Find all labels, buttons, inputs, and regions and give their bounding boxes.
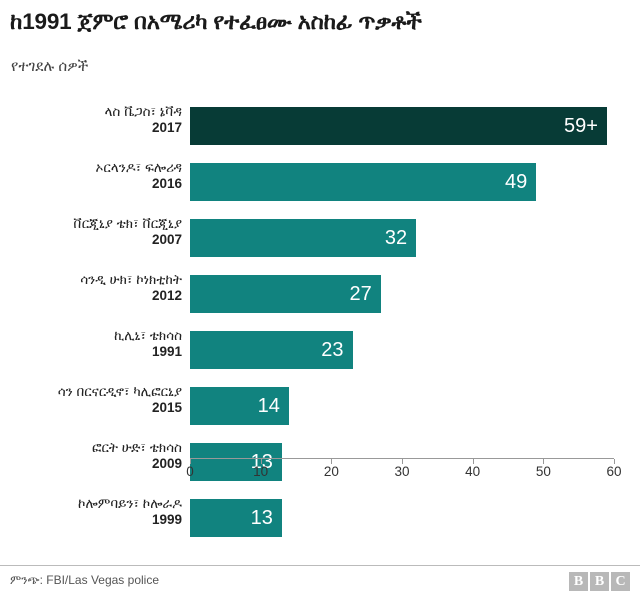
bar-row: ኮሎምባይን፣ ኮሎራዶ 1999 13 [78, 490, 614, 546]
bar-row: ሳንዲ ሁክ፣ ኮነክቲከት 2012 27 [80, 266, 614, 322]
x-axis-tick-label: 30 [394, 464, 410, 479]
category-year: 1999 [151, 512, 182, 528]
bar-row: ፎርት ሁድ፣ ቴክሳስ 2009 13 [92, 434, 614, 490]
category-name: ኦርላንዶ፣ ፍሎሪዳ [95, 160, 183, 175]
bar [190, 219, 417, 257]
bar-value-label: 32 [384, 227, 408, 249]
bar-row: ኦርላንዶ፣ ፍሎሪዳ 2016 49 [96, 154, 614, 210]
category-label: ኪሊኒ፣ ቴክሳስ 1991 [0, 328, 182, 361]
bar-value-label: 59+ [563, 115, 598, 137]
category-label: ሳን በርናርዲኖ፣ ካሊፎርኒያ 2015 [0, 384, 182, 417]
x-axis-tick [402, 459, 403, 464]
bar [190, 499, 282, 537]
x-axis-tick [614, 459, 615, 464]
bar-row: ቨርጂኒያ ቴክ፣ ቨርጂኒያ 2007 32 [73, 210, 614, 266]
category-year: 2017 [151, 120, 182, 136]
source-note: ምንጭ: FBI/Las Vegas police [10, 573, 159, 587]
category-label: ላስ ቬጋስ፣ ኔቫዳ 2017 [0, 104, 182, 137]
bbc-logo-letter: B [569, 572, 588, 591]
category-name: ኪሊኒ፣ ቴክሳስ [114, 328, 182, 343]
bar [190, 443, 282, 481]
x-axis-tick-label: 50 [535, 464, 551, 479]
category-year: 2012 [151, 288, 182, 304]
category-label: ሳንዲ ሁክ፣ ኮነክቲከት 2012 [0, 272, 182, 305]
category-name: ላስ ቬጋስ፣ ኔቫዳ [104, 104, 182, 119]
bar-value-label: 14 [257, 395, 280, 417]
plot-region: ላስ ቬጋስ፣ ኔቫዳ 2017 59+ ኦርላንዶ፣ ፍሎሪዳ 2016 49 ቨርጂኒያ… [58, 98, 614, 546]
bbc-logo-letter: B [590, 572, 609, 591]
bbc-logo: B B C [569, 572, 630, 591]
x-axis-ticks: 0 10 20 30 40 50 60 [186, 459, 622, 483]
category-label: ፎርት ሁድ፣ ቴክሳስ 2009 [0, 440, 182, 473]
x-axis-tick [472, 459, 474, 464]
category-label: ኮሎምባይን፣ ኮሎራዶ 1999 [0, 496, 182, 529]
bar-row: ሳን በርናርዲኖ፣ ካሊፎርኒያ 2015 14 [58, 378, 614, 434]
x-axis-tick-label: 20 [323, 464, 339, 479]
category-label: ቨርጂኒያ ቴክ፣ ቨርጂኒያ 2007 [0, 216, 182, 249]
bar-row: ኪሊኒ፣ ቴክሳስ 1991 23 [114, 322, 614, 378]
category-name: ቨርጂኒያ ቴክ፣ ቨርጂኒያ [73, 216, 182, 231]
x-axis-tick-label: 0 [186, 464, 194, 479]
bar [190, 275, 381, 313]
category-year: 2007 [151, 232, 182, 248]
bar [190, 331, 353, 369]
chart-subtitle: የተገደሉ ሰዎች [11, 58, 89, 75]
bbc-logo-letter: C [611, 572, 630, 591]
x-axis-tick-label: 60 [606, 464, 622, 479]
category-name: ኮሎምባይን፣ ኮሎራዶ [78, 496, 182, 511]
category-name: ሳን በርናርዲኖ፣ ካሊፎርኒያ [57, 384, 182, 399]
bar [190, 387, 289, 425]
bar-value-label: 49 [505, 171, 528, 193]
bar-rows: ላስ ቬጋስ፣ ኔቫዳ 2017 59+ ኦርላንዶ፣ ፍሎሪዳ 2016 49 ቨርጂኒያ… [58, 98, 614, 546]
bar-value-label: 23 [321, 339, 344, 361]
page-title: ከ1991 ጀምሮ በአሜሪካ የተፈፀሙ አስከፊ ጥቃቶች [10, 9, 422, 34]
x-axis-tick [331, 459, 333, 464]
x-axis-line [190, 458, 614, 459]
bar [190, 107, 607, 145]
category-year: 1991 [151, 344, 182, 360]
category-year: 2015 [151, 400, 182, 416]
category-year: 2016 [151, 176, 182, 192]
x-axis-tick [543, 459, 545, 464]
x-axis-tick [260, 459, 262, 464]
x-axis-tick-label: 40 [465, 464, 481, 479]
bar-value-label: 13 [250, 451, 273, 473]
category-label: ኦርላንዶ፣ ፍሎሪዳ 2016 [0, 160, 183, 193]
bar [190, 163, 537, 201]
category-name: ሳንዲ ሁክ፣ ኮነክቲከት [80, 272, 182, 287]
x-axis-tick-label: 10 [253, 464, 269, 479]
footer-divider [0, 565, 640, 566]
category-name: ፎርት ሁድ፣ ቴክሳስ [92, 440, 182, 455]
bar-value-label: 13 [250, 507, 273, 529]
category-year: 2009 [151, 456, 182, 472]
chart-area: ላስ ቬጋስ፣ ኔቫዳ 2017 59+ ኦርላንዶ፣ ፍሎሪዳ 2016 49 ቨርጂኒያ… [0, 88, 640, 558]
x-axis-tick [190, 459, 191, 464]
bar-value-label: 27 [349, 283, 372, 305]
bar-row: ላስ ቬጋስ፣ ኔቫዳ 2017 59+ [105, 98, 614, 154]
